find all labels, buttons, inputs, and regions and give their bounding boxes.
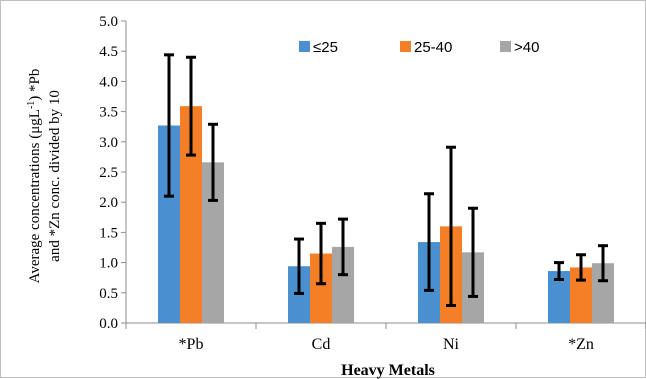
legend-label: >40	[514, 39, 539, 56]
bar	[310, 253, 332, 323]
legend-label: ≤25	[313, 39, 338, 56]
x-tick-label: *Zn	[568, 336, 594, 353]
y-tick-label: 4.5	[99, 44, 118, 60]
x-tick-label: Ni	[443, 336, 460, 353]
y-tick-label: 2.5	[99, 165, 118, 181]
y-tick-label: 1.0	[99, 256, 118, 272]
error-bars	[164, 53, 608, 307]
y-axis-label-line2: and *Zn conc. divided by 10	[47, 90, 63, 262]
y-tick-label: 0.0	[99, 316, 118, 332]
y-axis-label-line1: Average concentrations (μgL-1) *Pb	[26, 69, 43, 284]
legend-swatch	[299, 41, 310, 52]
y-axis-label: Average concentrations (μgL-1) *Pb and *…	[26, 69, 63, 284]
x-tick-label: Cd	[312, 336, 331, 353]
bar	[158, 125, 180, 323]
bar	[570, 267, 592, 323]
y-tick-label: 5.0	[99, 14, 118, 30]
bar	[180, 106, 202, 323]
y-tick-label: 3.5	[99, 105, 118, 121]
bar	[592, 263, 614, 323]
x-axis-label: Heavy Metals	[341, 362, 435, 379]
axes: 0.0 0.5 1.0 1.5 2.0 2.5 3.0 3.5 4.0 4.5 5.0 *Pb Cd Ni…	[99, 14, 646, 353]
bar	[202, 162, 224, 323]
y-tick-label: 1.5	[99, 225, 118, 241]
y-tick-label: 0.5	[99, 286, 118, 302]
legend-swatch	[400, 41, 411, 52]
y-tick-label: 2.0	[99, 195, 118, 211]
bar	[548, 271, 570, 323]
x-tick-label: *Pb	[179, 336, 204, 353]
legend-swatch	[500, 41, 511, 52]
y-tick-label: 3.0	[99, 135, 118, 151]
y-tick-label: 4.0	[99, 74, 118, 90]
bar	[332, 246, 354, 323]
legend-label: 25-40	[414, 39, 452, 56]
legend: ≤25 25-40 >40	[299, 39, 539, 56]
bars	[158, 106, 614, 323]
